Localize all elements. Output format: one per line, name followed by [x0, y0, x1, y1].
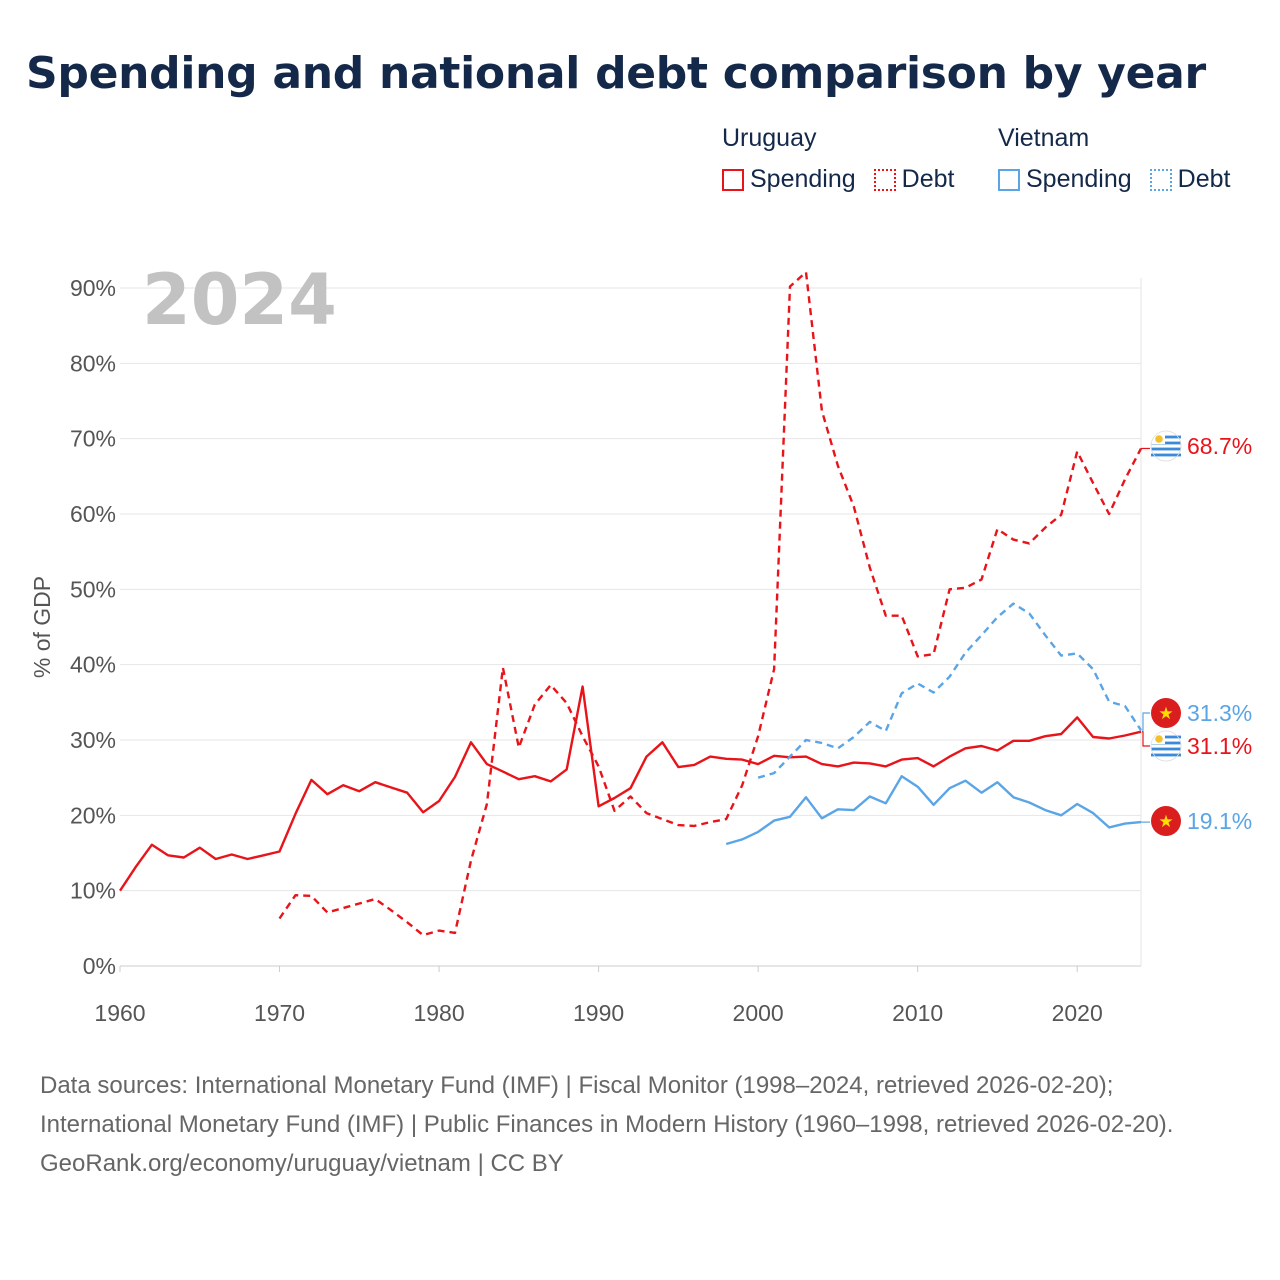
x-tick-label: 1980 [413, 1000, 464, 1026]
y-tick-label: 60% [70, 501, 116, 527]
end-label-value: 31.3% [1187, 700, 1252, 726]
end-label-connector [1142, 731, 1150, 747]
legend-group-vietnam: Vietnam Spending Debt [998, 124, 1230, 194]
legend-country-vietnam: Vietnam [998, 124, 1090, 152]
y-axis-title: % of GDP [29, 576, 55, 678]
uruguay-flag-stripe [1151, 435, 1181, 439]
y-tick-label: 40% [70, 652, 116, 678]
year-label: 2024 [142, 259, 337, 341]
x-tick-label: 1960 [94, 1000, 145, 1026]
end-label-connector [1142, 712, 1150, 731]
uruguay-flag-sun-icon [1155, 435, 1163, 443]
uruguay-flag-border [1150, 730, 1182, 762]
x-tick-label: 1990 [573, 1000, 624, 1026]
data-sources: Data sources: International Monetary Fun… [40, 1072, 1174, 1138]
y-tick-label: 70% [70, 426, 116, 452]
line-chart: 0% 10% 20% 30% 40% 50% 60% 70% 80% 90% 1960 1970 198… [29, 259, 1252, 1026]
legend-swatch-dotted-icon [1149, 168, 1172, 191]
legend-label: Spending [750, 165, 856, 193]
end-label-value: 31.1% [1187, 733, 1252, 759]
legend-item-vietnam-spending[interactable]: Spending [998, 165, 1132, 194]
series-line-uruguay-spending [119, 685, 1142, 892]
vietnam-flag-star-icon: ★ [1158, 812, 1173, 832]
legend-label: Debt [1177, 165, 1231, 193]
legend-group-uruguay: Uruguay Spending Debt [722, 124, 972, 194]
uruguay-flag-border [1150, 430, 1182, 462]
x-tick-label: 2020 [1052, 1000, 1103, 1026]
legend-item-uruguay-debt[interactable]: Debt [873, 165, 955, 194]
uruguay-flag-stripe [1151, 747, 1181, 751]
vietnam-flag-star-icon: ★ [1158, 704, 1173, 724]
legend-swatch-solid-icon [722, 168, 744, 191]
x-tick-label: 2000 [733, 1000, 784, 1026]
vietnam-flag-icon [1151, 698, 1181, 728]
chart-title: Spending and national debt comparison by… [26, 48, 1206, 99]
uruguay-flag-stripe [1151, 741, 1181, 745]
footer: Data sources: International Monetary Fun… [40, 1066, 1240, 1183]
credit-link[interactable]: GeoRank.org/economy/uruguay/vietnam | CC… [40, 1150, 564, 1177]
legend-label: Spending [1026, 165, 1132, 193]
y-tick-label: 10% [70, 878, 116, 904]
uruguay-flag-stripe [1151, 453, 1181, 457]
uruguay-flag-stripe [1151, 735, 1181, 739]
series-line-vietnam-debt [757, 602, 1142, 779]
legend-item-uruguay-spending[interactable]: Spending [722, 165, 856, 194]
uruguay-flag-stripe [1151, 441, 1181, 445]
y-tick-label: 90% [70, 275, 116, 301]
y-tick-label: 30% [70, 727, 116, 753]
x-tick-label: 1970 [254, 1000, 305, 1026]
legend-swatch-dotted-icon [873, 168, 896, 191]
x-tick-label: 2010 [892, 1000, 943, 1026]
legend-item-vietnam-debt[interactable]: Debt [1149, 165, 1231, 194]
y-tick-label: 50% [70, 576, 116, 602]
y-tick-label: 20% [70, 802, 116, 828]
end-label-value: 19.1% [1187, 808, 1252, 834]
uruguay-flag-stripe [1151, 447, 1181, 451]
y-tick-label: 0% [83, 953, 116, 979]
series-line-vietnam-spending [725, 775, 1142, 846]
vietnam-flag-icon [1151, 806, 1181, 836]
legend-swatch-solid-icon [998, 168, 1020, 191]
uruguay-flag-stripe [1151, 753, 1181, 757]
uruguay-flag-sun-icon [1155, 735, 1163, 743]
y-tick-label: 80% [70, 350, 116, 376]
end-label-value: 68.7% [1187, 433, 1252, 459]
legend-label: Debt [901, 165, 955, 193]
legend-country-uruguay: Uruguay [722, 124, 817, 152]
